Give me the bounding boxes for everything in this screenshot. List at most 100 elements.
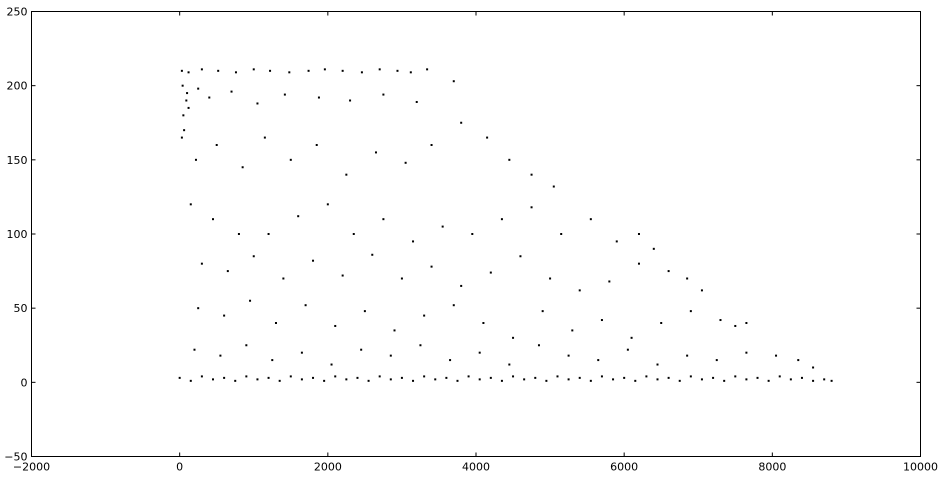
data-point bbox=[486, 136, 489, 139]
y-tick-label: 200 bbox=[7, 80, 28, 93]
y-tick-label: −50 bbox=[4, 451, 27, 464]
data-point bbox=[823, 378, 826, 381]
data-point bbox=[349, 99, 352, 102]
data-point bbox=[667, 270, 670, 273]
data-point bbox=[467, 375, 470, 378]
y-tick-label: 0 bbox=[21, 376, 28, 389]
data-point bbox=[456, 379, 459, 382]
data-point bbox=[193, 348, 196, 351]
data-point bbox=[530, 206, 533, 209]
data-point bbox=[578, 289, 581, 292]
data-point bbox=[460, 121, 463, 124]
data-point bbox=[315, 144, 318, 146]
data-point bbox=[185, 99, 188, 102]
data-point bbox=[371, 253, 374, 256]
data-point bbox=[200, 68, 203, 71]
plot-frame bbox=[31, 11, 921, 457]
data-point bbox=[256, 378, 259, 381]
data-point bbox=[478, 378, 481, 381]
data-point bbox=[745, 351, 748, 354]
data-point bbox=[180, 136, 183, 139]
data-point bbox=[183, 129, 186, 132]
data-point bbox=[667, 376, 670, 379]
data-point bbox=[389, 378, 392, 381]
data-point bbox=[219, 354, 222, 357]
data-point bbox=[412, 379, 415, 382]
data-point bbox=[715, 359, 718, 362]
data-point bbox=[745, 322, 748, 324]
data-point bbox=[637, 233, 640, 235]
data-point bbox=[289, 158, 292, 161]
data-point bbox=[800, 376, 803, 379]
data-point bbox=[660, 322, 663, 324]
data-point bbox=[212, 218, 214, 221]
data-point bbox=[812, 379, 815, 382]
data-point bbox=[267, 376, 270, 379]
data-point bbox=[297, 215, 300, 218]
data-point bbox=[378, 68, 381, 71]
x-tick-label: 2000 bbox=[314, 461, 342, 474]
data-point bbox=[556, 375, 559, 378]
data-point bbox=[830, 379, 833, 382]
data-point bbox=[489, 271, 492, 274]
data-point bbox=[656, 363, 659, 366]
data-point bbox=[689, 310, 692, 313]
data-point bbox=[180, 69, 183, 72]
data-point bbox=[445, 376, 448, 379]
data-point bbox=[723, 379, 726, 382]
data-point bbox=[589, 379, 592, 382]
x-tick-labels: −2000 0 2000 4000 6000 8000 10000 bbox=[13, 461, 938, 474]
data-point bbox=[194, 158, 197, 161]
data-point bbox=[288, 71, 291, 74]
data-point bbox=[797, 359, 800, 362]
data-point bbox=[186, 92, 189, 95]
data-point bbox=[356, 376, 359, 379]
data-point bbox=[775, 354, 778, 357]
data-point bbox=[269, 69, 272, 72]
data-point bbox=[789, 378, 792, 381]
data-point bbox=[600, 319, 603, 322]
data-point bbox=[656, 378, 659, 381]
data-point bbox=[230, 90, 233, 93]
data-point bbox=[567, 378, 570, 381]
data-point bbox=[430, 265, 433, 268]
x-tick-label: 0 bbox=[176, 461, 183, 474]
data-point bbox=[597, 359, 600, 362]
data-point bbox=[600, 375, 603, 378]
data-point bbox=[200, 375, 203, 378]
data-point bbox=[500, 379, 503, 382]
data-point bbox=[634, 379, 637, 382]
data-point bbox=[282, 277, 285, 280]
data-point bbox=[382, 93, 385, 96]
data-point bbox=[712, 376, 715, 379]
data-point bbox=[367, 379, 370, 382]
data-point bbox=[278, 379, 281, 382]
data-point bbox=[197, 307, 200, 310]
data-point bbox=[271, 359, 274, 362]
data-point bbox=[267, 233, 270, 235]
y-tick-label: 50 bbox=[14, 302, 28, 315]
data-point bbox=[378, 375, 381, 378]
data-point bbox=[530, 173, 533, 176]
y-tick-label: 100 bbox=[7, 228, 28, 241]
data-point bbox=[307, 69, 310, 72]
data-point bbox=[382, 218, 385, 221]
data-point bbox=[412, 240, 415, 243]
data-point bbox=[393, 329, 396, 332]
x-tick-label: 6000 bbox=[610, 461, 638, 474]
data-point bbox=[312, 259, 315, 262]
data-point bbox=[686, 277, 689, 280]
data-point bbox=[423, 375, 426, 378]
x-tick-label: 4000 bbox=[462, 461, 490, 474]
data-point bbox=[426, 68, 429, 71]
data-point bbox=[360, 71, 363, 74]
data-point bbox=[612, 378, 615, 381]
y-tick-labels: −50 0 50 100 150 200 250 bbox=[4, 6, 27, 464]
data-point bbox=[334, 324, 337, 327]
data-point bbox=[767, 379, 770, 382]
data-point bbox=[323, 379, 326, 382]
data-point bbox=[374, 151, 377, 154]
data-point bbox=[415, 100, 418, 103]
